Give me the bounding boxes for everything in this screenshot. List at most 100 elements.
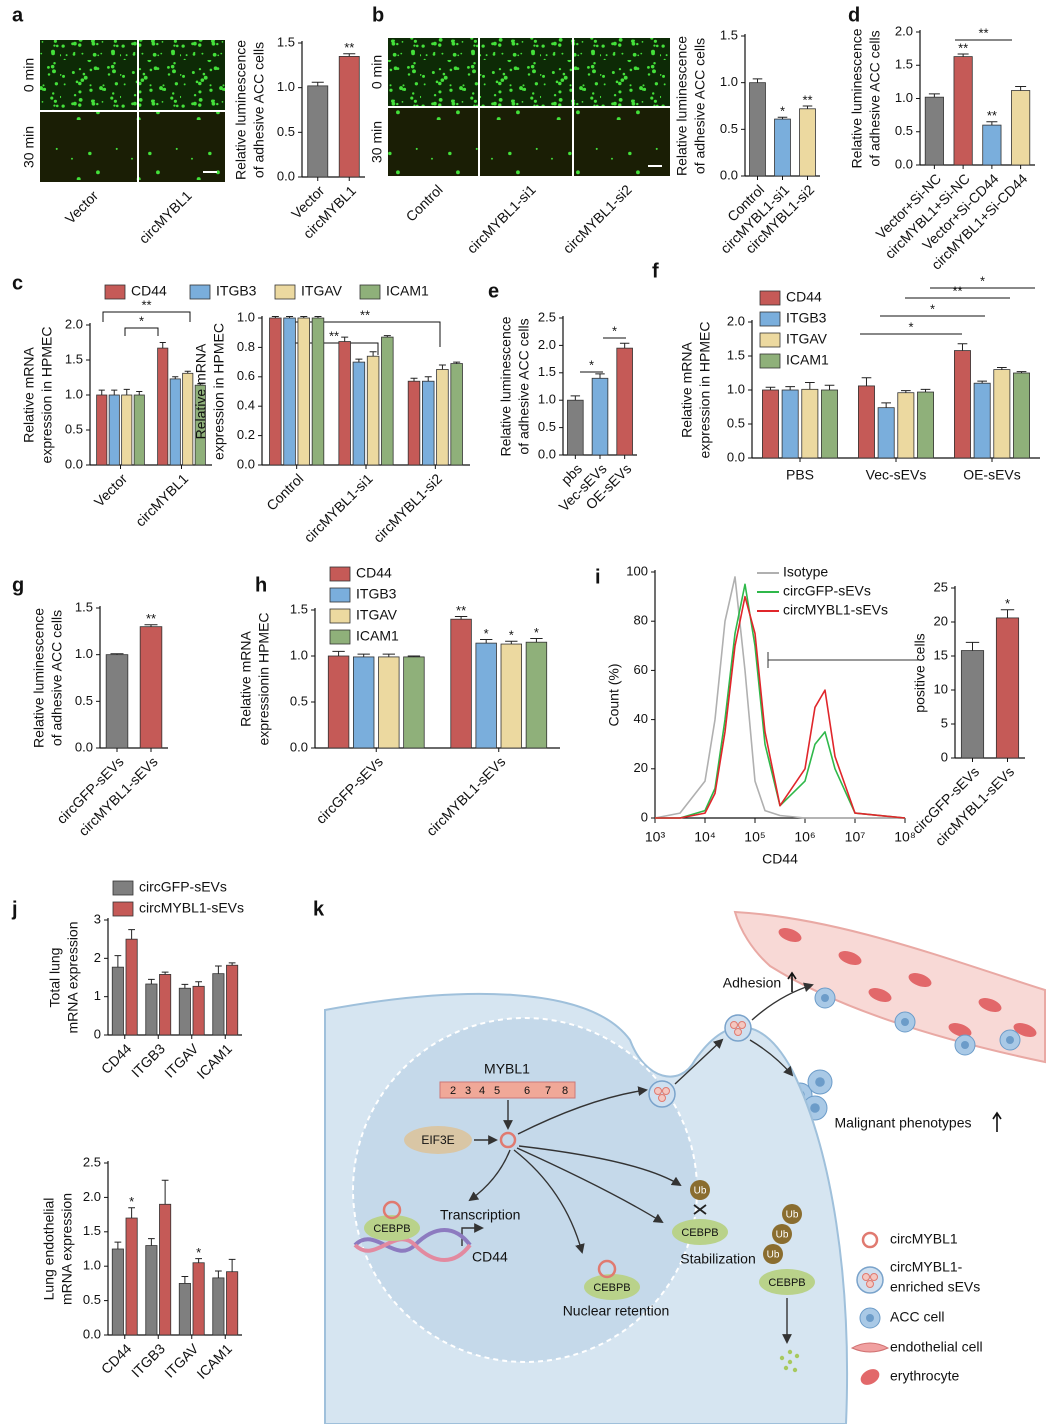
y-tick-label: 1.0 bbox=[83, 1258, 101, 1273]
sev-cargo bbox=[870, 1273, 878, 1281]
bar bbox=[993, 369, 1011, 459]
bar bbox=[139, 626, 163, 749]
bar bbox=[954, 350, 971, 459]
panel-letter: b bbox=[372, 4, 384, 26]
bar bbox=[762, 389, 779, 459]
y-axis-label: Relative mRNA bbox=[238, 631, 254, 727]
sev-cargo bbox=[734, 1028, 742, 1036]
y-axis-label: expression in HPMEC bbox=[211, 323, 227, 460]
bar bbox=[178, 1283, 191, 1336]
arrow bbox=[468, 1149, 511, 1202]
row-label: 0 min bbox=[369, 55, 385, 89]
erythrocyte bbox=[778, 928, 802, 942]
error-bar bbox=[453, 361, 461, 364]
protein bbox=[364, 1215, 420, 1241]
bar bbox=[995, 617, 1020, 759]
legend-label: Isotype bbox=[783, 564, 828, 580]
bar bbox=[953, 56, 973, 166]
exon-label: 2 bbox=[450, 1085, 456, 1097]
error-bar bbox=[311, 81, 324, 86]
y-axis-label: Relative luminescence bbox=[233, 40, 249, 180]
legend-swatch bbox=[329, 587, 351, 603]
bar bbox=[338, 56, 360, 178]
annotation: * bbox=[980, 273, 985, 288]
y-tick-label: 1.5 bbox=[290, 601, 308, 616]
error-bar bbox=[957, 53, 969, 57]
arrow bbox=[751, 982, 814, 1021]
panel-letter: i bbox=[595, 566, 601, 588]
error-bar bbox=[595, 373, 605, 379]
erythrocyte bbox=[908, 973, 932, 987]
annotation: * bbox=[612, 323, 617, 338]
significance: ** bbox=[958, 40, 968, 55]
significance: * bbox=[196, 1245, 201, 1260]
x-axis-label: CD44 bbox=[762, 851, 798, 867]
bar bbox=[178, 987, 191, 1036]
legend-swatch bbox=[112, 880, 134, 896]
exon-label: 4 bbox=[479, 1085, 485, 1097]
micrograph bbox=[40, 40, 137, 110]
bar bbox=[192, 1262, 205, 1336]
bar bbox=[182, 372, 194, 466]
bar bbox=[982, 124, 1002, 166]
bar bbox=[125, 938, 138, 1036]
y-tick-label: 0.0 bbox=[895, 156, 913, 171]
y-tick-label: 100 bbox=[626, 563, 648, 578]
bar bbox=[801, 388, 819, 459]
significance: * bbox=[534, 625, 539, 640]
y-tick-label: 0 bbox=[94, 1026, 101, 1041]
micrograph bbox=[40, 112, 137, 182]
panel-letter: j bbox=[11, 898, 18, 920]
significance: ** bbox=[146, 611, 156, 626]
error-bar bbox=[128, 1207, 135, 1219]
error-bar bbox=[424, 376, 432, 382]
error-bar bbox=[824, 384, 835, 390]
legend-label: ICAM1 bbox=[786, 352, 829, 368]
error-bar bbox=[114, 1241, 122, 1249]
protein bbox=[584, 1274, 640, 1300]
legend-label: endothelial cell bbox=[890, 1339, 983, 1355]
error-bar bbox=[161, 1179, 169, 1205]
fragment bbox=[794, 1353, 800, 1359]
significance: * bbox=[780, 104, 785, 119]
error-bar bbox=[181, 1276, 189, 1284]
y-tick-label: 2.5 bbox=[83, 1154, 101, 1169]
arrow bbox=[513, 1149, 585, 1254]
label: Adhesion bbox=[723, 975, 781, 991]
error-bar bbox=[881, 402, 892, 408]
error-bar bbox=[570, 395, 581, 401]
error-bar bbox=[1016, 371, 1027, 373]
error-bar bbox=[530, 638, 543, 643]
x-tick-label: 10⁸ bbox=[894, 829, 916, 845]
bar bbox=[973, 382, 991, 459]
x-tick-label: ITGAV bbox=[161, 1340, 202, 1381]
factor-label: EIF3E bbox=[421, 1133, 454, 1147]
y-tick-label: 2.0 bbox=[538, 337, 556, 352]
bar bbox=[774, 118, 791, 177]
acc-nucleus bbox=[901, 1018, 909, 1026]
bar bbox=[352, 361, 366, 466]
x-tick-label: ITGB3 bbox=[128, 1040, 168, 1080]
legend-label: CD44 bbox=[131, 283, 167, 299]
ubiquitin bbox=[782, 1204, 802, 1224]
bar bbox=[450, 363, 463, 466]
column-label: Control bbox=[403, 181, 446, 224]
annotation: ** bbox=[329, 328, 339, 343]
y-axis-label: mRNA expression bbox=[65, 921, 81, 1033]
x-tick-label: Vec-sEVs bbox=[866, 467, 927, 483]
row-label: 30 min bbox=[369, 121, 385, 163]
legend-swatch bbox=[759, 290, 781, 306]
y-tick-label: 0.8 bbox=[237, 339, 255, 354]
bar bbox=[159, 1203, 172, 1336]
bar bbox=[1011, 90, 1031, 166]
bar bbox=[421, 380, 435, 466]
error-bar bbox=[480, 638, 493, 644]
y-axis-label: Relative mRNA bbox=[679, 342, 695, 438]
y-tick-label: 1.5 bbox=[538, 364, 556, 379]
y-axis-label: Relative mRNA bbox=[193, 343, 209, 439]
y-tick-label: 20 bbox=[634, 760, 648, 775]
bar bbox=[799, 108, 816, 177]
ubiquitin bbox=[690, 1180, 710, 1200]
micrograph bbox=[480, 38, 572, 106]
x-tick-label: CD44 bbox=[98, 1340, 135, 1377]
